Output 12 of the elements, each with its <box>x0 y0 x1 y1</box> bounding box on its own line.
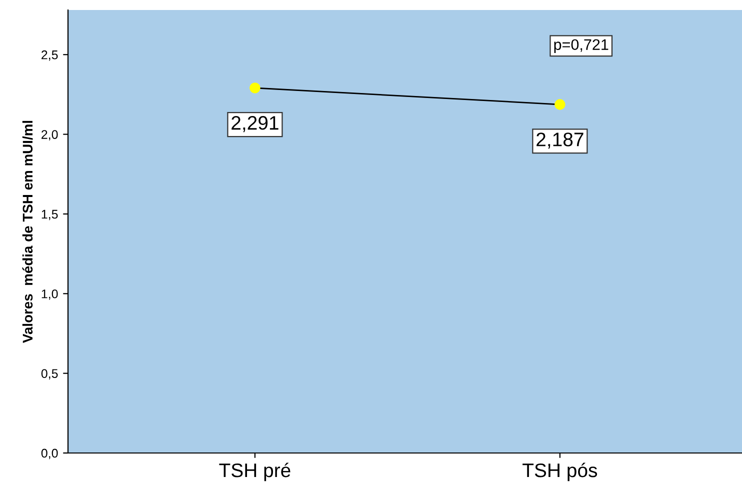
x-tick-label: TSH pós <box>522 462 598 482</box>
data-label: 2,187 <box>536 132 584 149</box>
data-label: 2,291 <box>232 116 278 132</box>
y-tick-label: 0,0 <box>41 448 58 460</box>
y-tick-label: 2,5 <box>42 50 58 61</box>
y-tick-label: 1,5 <box>42 210 58 220</box>
x-tick-label: TSH pré <box>219 462 290 482</box>
y-tick-label: 1,0 <box>42 289 58 300</box>
y-tick-label: 0,5 <box>41 369 58 380</box>
annotation: p=0,721 <box>554 39 608 54</box>
y-tick-label: 2,0 <box>42 130 58 140</box>
y-axis-title: Valores média de TSH em mUI/ml <box>22 120 33 343</box>
